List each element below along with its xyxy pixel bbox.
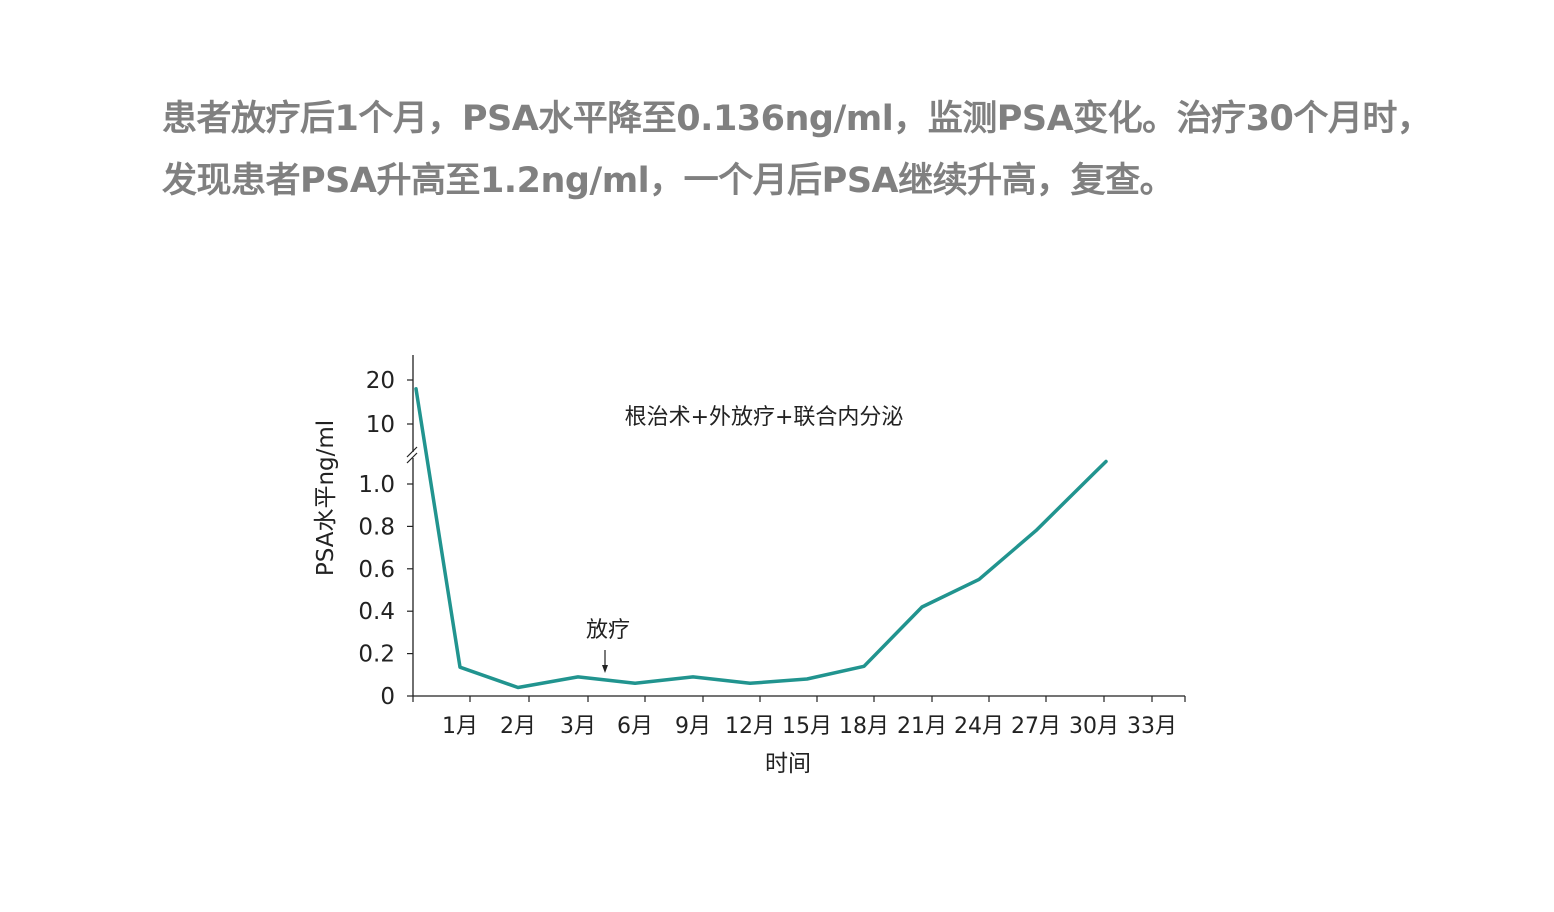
y-tick-label: 10 [366, 412, 395, 438]
x-tick-label: 12月 [725, 714, 775, 739]
y-tick-label: 0 [380, 684, 395, 710]
description-line: 发现患者PSA升高至1.2ng/ml，一个月后PSA继续升高，复查。 [162, 161, 1175, 201]
y-axis-label: PSA水平ng/ml [313, 420, 339, 576]
x-tick-label: 24月 [954, 714, 1004, 739]
x-tick-label: 9月 [675, 714, 711, 739]
x-tick-label: 2月 [500, 714, 536, 739]
y-tick-label: 0.8 [358, 514, 395, 540]
psa-series-line [414, 387, 1108, 690]
annotation-arrowhead [602, 665, 608, 673]
x-tick-label: 18月 [839, 714, 889, 739]
y-tick-label: 0.2 [358, 642, 395, 668]
x-tick-label: 21月 [897, 714, 947, 739]
x-tick-label: 6月 [617, 714, 653, 739]
description-text: 患者放疗后1个月，PSA水平降至0.136ng/ml，监测PSA变化。治疗30个… [162, 88, 1492, 212]
y-tick-label: 1.0 [358, 472, 395, 498]
x-tick-label: 30月 [1069, 714, 1119, 739]
x-axis-label: 时间 [765, 751, 811, 777]
y-tick-label: 20 [366, 368, 395, 394]
axis-break-mark [406, 446, 418, 458]
description-line: 患者放疗后1个月，PSA水平降至0.136ng/ml，监测PSA变化。治疗30个… [162, 99, 1432, 139]
x-tick-label: 3月 [560, 714, 596, 739]
y-tick-label: 0.4 [358, 599, 395, 625]
axis-break-gap [407, 452, 419, 458]
x-tick-label: 33月 [1127, 714, 1177, 739]
annotation-label: 放疗 [586, 618, 630, 643]
chart-title: 根治术+外放疗+联合内分泌 [625, 405, 904, 430]
x-tick-label: 15月 [782, 714, 832, 739]
x-tick-label: 1月 [442, 714, 478, 739]
axis-break-mark [406, 452, 418, 464]
x-tick-label: 27月 [1011, 714, 1061, 739]
y-tick-label: 0.6 [358, 557, 395, 583]
